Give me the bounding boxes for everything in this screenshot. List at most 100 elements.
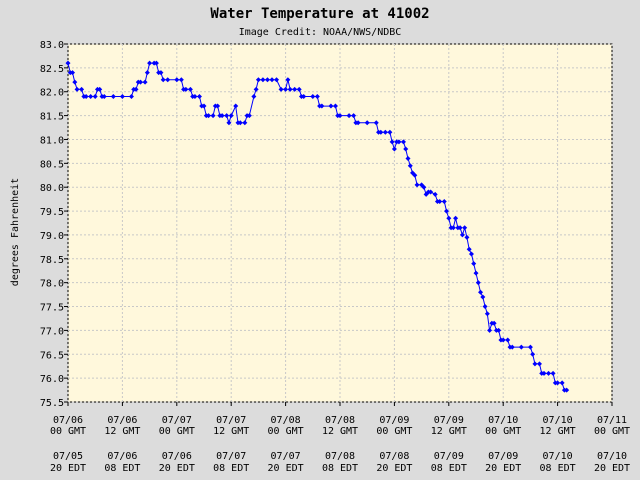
data-point <box>160 77 166 83</box>
data-point <box>260 77 266 83</box>
data-point <box>74 86 80 92</box>
data-point <box>228 113 234 119</box>
y-tick-label: 82.5 <box>40 64 64 75</box>
y-tick-label: 83.0 <box>40 40 64 51</box>
data-point <box>310 94 316 100</box>
data-point <box>444 208 450 214</box>
y-tick-label: 79.0 <box>40 231 64 242</box>
chart-title: Water Temperature at 41002 <box>210 6 429 22</box>
data-point <box>88 94 94 100</box>
x-tick-date-edt: 07/10 <box>597 451 627 462</box>
data-point <box>496 327 502 333</box>
data-point <box>183 86 189 92</box>
x-tick-time-gmt: 12 GMT <box>322 426 358 437</box>
data-point <box>407 163 413 169</box>
x-tick-date-gmt: 07/06 <box>107 415 137 426</box>
data-point <box>147 60 153 66</box>
data-point <box>246 113 252 119</box>
y-tick-label: 76.0 <box>40 374 64 385</box>
x-tick-time-gmt: 12 GMT <box>213 426 249 437</box>
data-point <box>72 79 78 85</box>
data-point <box>192 94 198 100</box>
data-point <box>457 225 463 231</box>
data-point <box>144 70 150 76</box>
data-point <box>119 94 125 100</box>
data-point <box>351 113 357 119</box>
data-point <box>480 294 486 300</box>
data-point <box>532 361 538 367</box>
data-point <box>226 120 232 126</box>
x-tick-time-edt: 20 EDT <box>376 463 412 474</box>
data-point <box>332 103 338 109</box>
data-point <box>396 139 402 145</box>
y-tick-label: 80.5 <box>40 159 64 170</box>
data-point <box>158 70 164 76</box>
y-tick-label: 81.5 <box>40 112 64 123</box>
data-point <box>421 184 427 190</box>
data-point <box>128 94 134 100</box>
data-point <box>530 351 536 357</box>
data-point <box>378 129 384 135</box>
y-tick-label: 77.0 <box>40 326 64 337</box>
x-tick-time-gmt: 00 GMT <box>376 426 412 437</box>
chart-subtitle: Image Credit: NOAA/NWS/NDBC <box>239 27 402 38</box>
x-tick-date-gmt: 07/06 <box>53 415 83 426</box>
y-tick-label: 82.0 <box>40 88 64 99</box>
x-tick-time-gmt: 00 GMT <box>50 426 86 437</box>
data-point <box>153 60 159 66</box>
data-point <box>473 270 479 276</box>
data-point <box>287 86 293 92</box>
x-tick-time-edt: 08 EDT <box>213 463 249 474</box>
temperature-series <box>65 60 570 393</box>
data-point <box>224 113 230 119</box>
data-point <box>446 215 452 221</box>
data-point <box>536 361 542 367</box>
data-point <box>269 77 275 83</box>
data-point <box>165 77 171 83</box>
data-point <box>110 94 116 100</box>
x-tick-date-edt: 07/10 <box>543 451 573 462</box>
y-axis-ticks: 75.5 76.0 76.5 77.0 77.5 78.0 78.5 79.0 79.5 80.0… <box>40 40 68 409</box>
data-point <box>475 280 481 286</box>
data-point <box>201 103 207 109</box>
x-tick-time-gmt: 00 GMT <box>485 426 521 437</box>
data-point <box>468 251 474 257</box>
data-point <box>428 189 434 195</box>
x-tick-date-edt: 07/06 <box>162 451 192 462</box>
data-point <box>219 113 225 119</box>
y-tick-label: 79.5 <box>40 207 64 218</box>
data-point <box>405 156 411 162</box>
data-point <box>278 86 284 92</box>
data-point <box>174 77 180 83</box>
x-tick-time-edt: 20 EDT <box>159 463 195 474</box>
data-point <box>462 225 468 231</box>
data-point <box>437 199 443 205</box>
x-tick-date-edt: 07/07 <box>216 451 246 462</box>
data-point <box>292 86 298 92</box>
x-tick-date-edt: 07/09 <box>488 451 518 462</box>
x-tick-date-gmt: 07/07 <box>216 415 246 426</box>
data-point <box>505 337 511 343</box>
data-point <box>389 139 395 145</box>
data-point <box>464 234 470 240</box>
y-tick-label: 75.5 <box>40 398 64 409</box>
x-tick-date-gmt: 07/07 <box>162 415 192 426</box>
x-tick-time-edt: 20 EDT <box>50 463 86 474</box>
data-point <box>453 215 459 221</box>
data-point <box>92 94 98 100</box>
x-tick-date-edt: 07/08 <box>379 451 409 462</box>
data-point <box>487 327 493 333</box>
x-tick-time-edt: 20 EDT <box>594 463 630 474</box>
x-tick-time-edt: 20 EDT <box>485 463 521 474</box>
data-point <box>484 311 490 317</box>
data-point <box>101 94 107 100</box>
data-point <box>482 304 488 310</box>
data-point <box>491 320 497 326</box>
data-point <box>138 79 144 85</box>
data-point <box>206 113 212 119</box>
data-point <box>450 225 456 231</box>
data-point <box>555 380 561 386</box>
data-point <box>70 70 76 76</box>
